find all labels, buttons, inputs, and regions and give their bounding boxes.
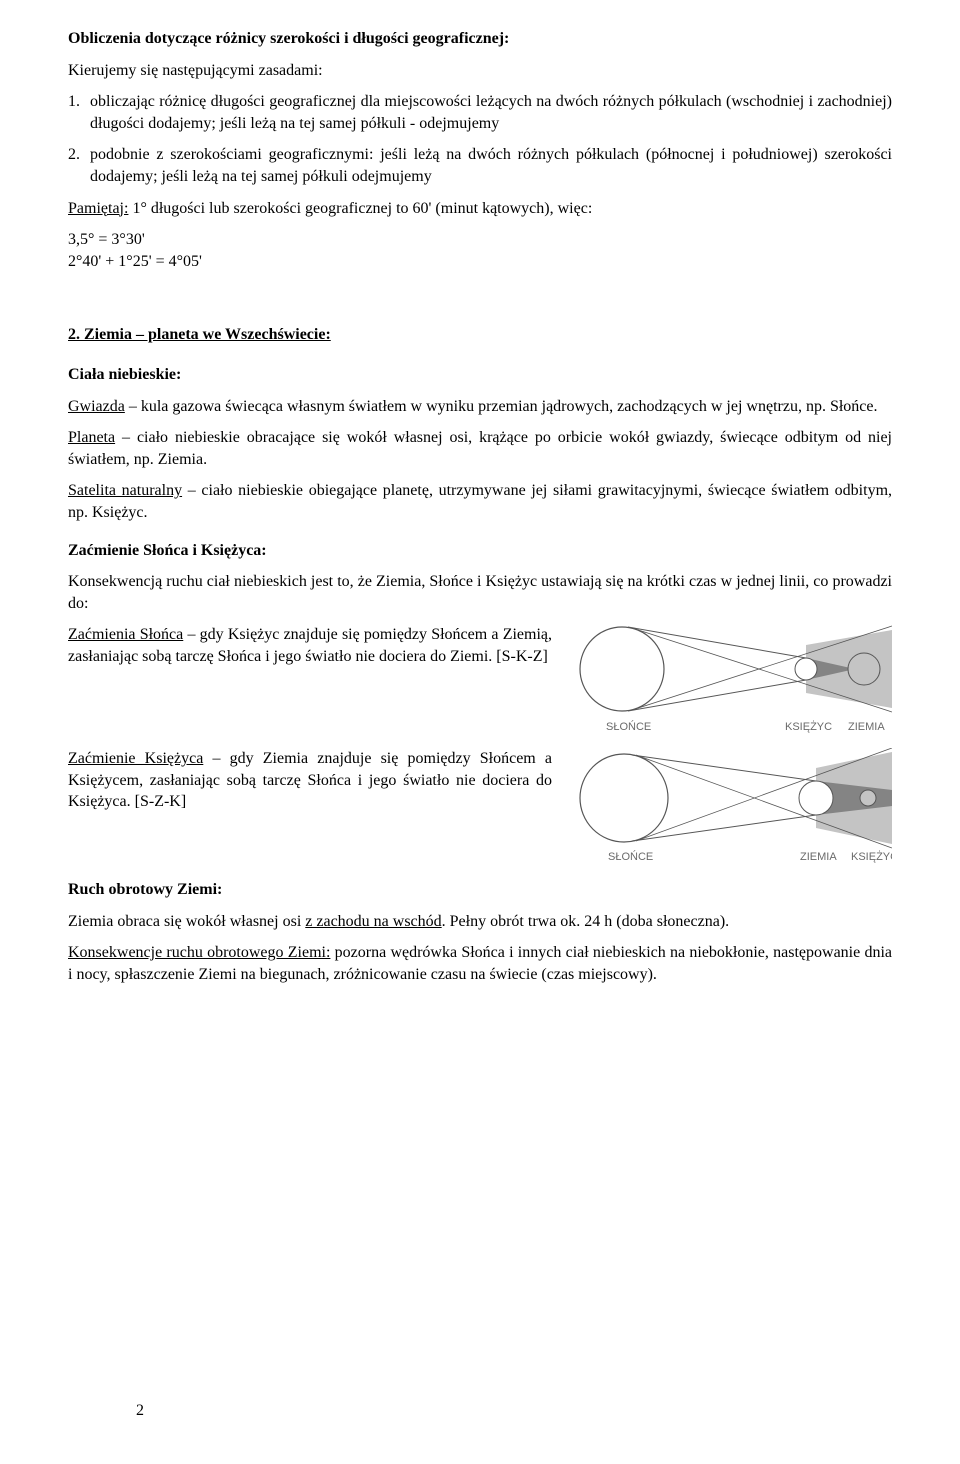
rotation-para-1: Ziemia obraca się wokół własnej osi z za…: [68, 911, 892, 933]
section-2-title: Ziemia – planeta we Wszechświecie:: [84, 326, 331, 343]
fig1-sun-label: SŁOŃCE: [606, 720, 651, 733]
eclipse-heading: Zaćmienie Słońca i Księżyca:: [68, 540, 892, 562]
section-2-heading: 2. Ziemia – planeta we Wszechświecie:: [68, 324, 892, 346]
calc-block: 3,5° = 3°30' 2°40' + 1°25' = 4°05': [68, 229, 892, 272]
rule-item-2: 2. podobnie z szerokościami geograficzny…: [68, 144, 892, 187]
rotation-p1a: Ziemia obraca się wokół własnej osi: [68, 913, 305, 930]
rotation-heading: Ruch obrotowy Ziemi:: [68, 879, 892, 901]
star-label: Gwiazda: [68, 398, 125, 415]
rule-item-1: 1. obliczając różnicę długości geografic…: [68, 91, 892, 134]
rule-number: 2.: [68, 144, 90, 187]
satellite-label: Satelita naturalny: [68, 482, 182, 499]
calc-line-1: 3,5° = 3°30': [68, 229, 892, 251]
solar-eclipse-text: Zaćmienia Słońca – gdy Księżyc znajduje …: [68, 624, 552, 667]
fig2-sun-label: SŁOŃCE: [608, 850, 653, 863]
lunar-eclipse-figure: SŁOŃCE ZIEMIA KSIĘŻYC: [572, 748, 892, 863]
rule-number: 1.: [68, 91, 90, 134]
fig1-moon-label: KSIĘŻYC: [785, 720, 832, 733]
rotation-p2-underline: Konsekwencje ruchu obrotowego Ziemi:: [68, 944, 330, 961]
definition-planet: Planeta – ciało niebieskie obracające si…: [68, 427, 892, 470]
fig2-earth-label: ZIEMIA: [800, 851, 837, 863]
solar-eclipse-figure: SŁOŃCE KSIĘŻYC ZIEMIA: [572, 624, 892, 734]
page-number: 2: [136, 1400, 144, 1422]
definition-satellite: Satelita naturalny – ciało niebieskie ob…: [68, 480, 892, 523]
rotation-p1-underline: z zachodu na wschód: [305, 913, 441, 930]
fig1-earth-label: ZIEMIA: [848, 721, 885, 733]
rotation-para-2: Konsekwencje ruchu obrotowego Ziemi: poz…: [68, 942, 892, 985]
satellite-text: – ciało niebieskie obiegające planetę, u…: [68, 482, 892, 521]
solar-eclipse-svg: SŁOŃCE KSIĘŻYC ZIEMIA: [572, 624, 892, 734]
section-2-num: 2.: [68, 326, 84, 343]
remember-label: Pamiętaj:: [68, 200, 128, 217]
remember-line: Pamiętaj: 1° długości lub szerokości geo…: [68, 198, 892, 220]
definition-star: Gwiazda – kula gazowa świecąca własnym ś…: [68, 396, 892, 418]
rotation-p1b: . Pełny obrót trwa ok. 24 h (doba słonec…: [442, 913, 729, 930]
calc-line-2: 2°40' + 1°25' = 4°05': [68, 251, 892, 273]
rule-text: obliczając różnicę długości geograficzne…: [90, 91, 892, 134]
heading-calculations: Obliczenia dotyczące różnicy szerokości …: [68, 28, 892, 50]
rule-text: podobnie z szerokościami geograficznymi:…: [90, 144, 892, 187]
lunar-eclipse-row: Zaćmienie Księżyca – gdy Ziemia znajduje…: [68, 748, 892, 863]
solar-eclipse-row: Zaćmienia Słońca – gdy Księżyc znajduje …: [68, 624, 892, 734]
eclipse-intro: Konsekwencją ruchu ciał niebieskich jest…: [68, 571, 892, 614]
intro-line: Kierujemy się następującymi zasadami:: [68, 60, 892, 82]
fig2-moon-label: KSIĘŻYC: [851, 850, 892, 863]
planet-label: Planeta: [68, 429, 115, 446]
star-text: – kula gazowa świecąca własnym światłem …: [125, 398, 878, 415]
lunar-eclipse-svg: SŁOŃCE ZIEMIA KSIĘŻYC: [572, 748, 892, 863]
celestial-heading: Ciała niebieskie:: [68, 364, 892, 386]
lunar-eclipse-text: Zaćmienie Księżyca – gdy Ziemia znajduje…: [68, 748, 552, 813]
solar-label: Zaćmienia Słońca: [68, 626, 183, 643]
planet-text: – ciało niebieskie obracające się wokół …: [68, 429, 892, 468]
remember-text: 1° długości lub szerokości geograficznej…: [128, 200, 592, 217]
lunar-label: Zaćmienie Księżyca: [68, 750, 203, 767]
